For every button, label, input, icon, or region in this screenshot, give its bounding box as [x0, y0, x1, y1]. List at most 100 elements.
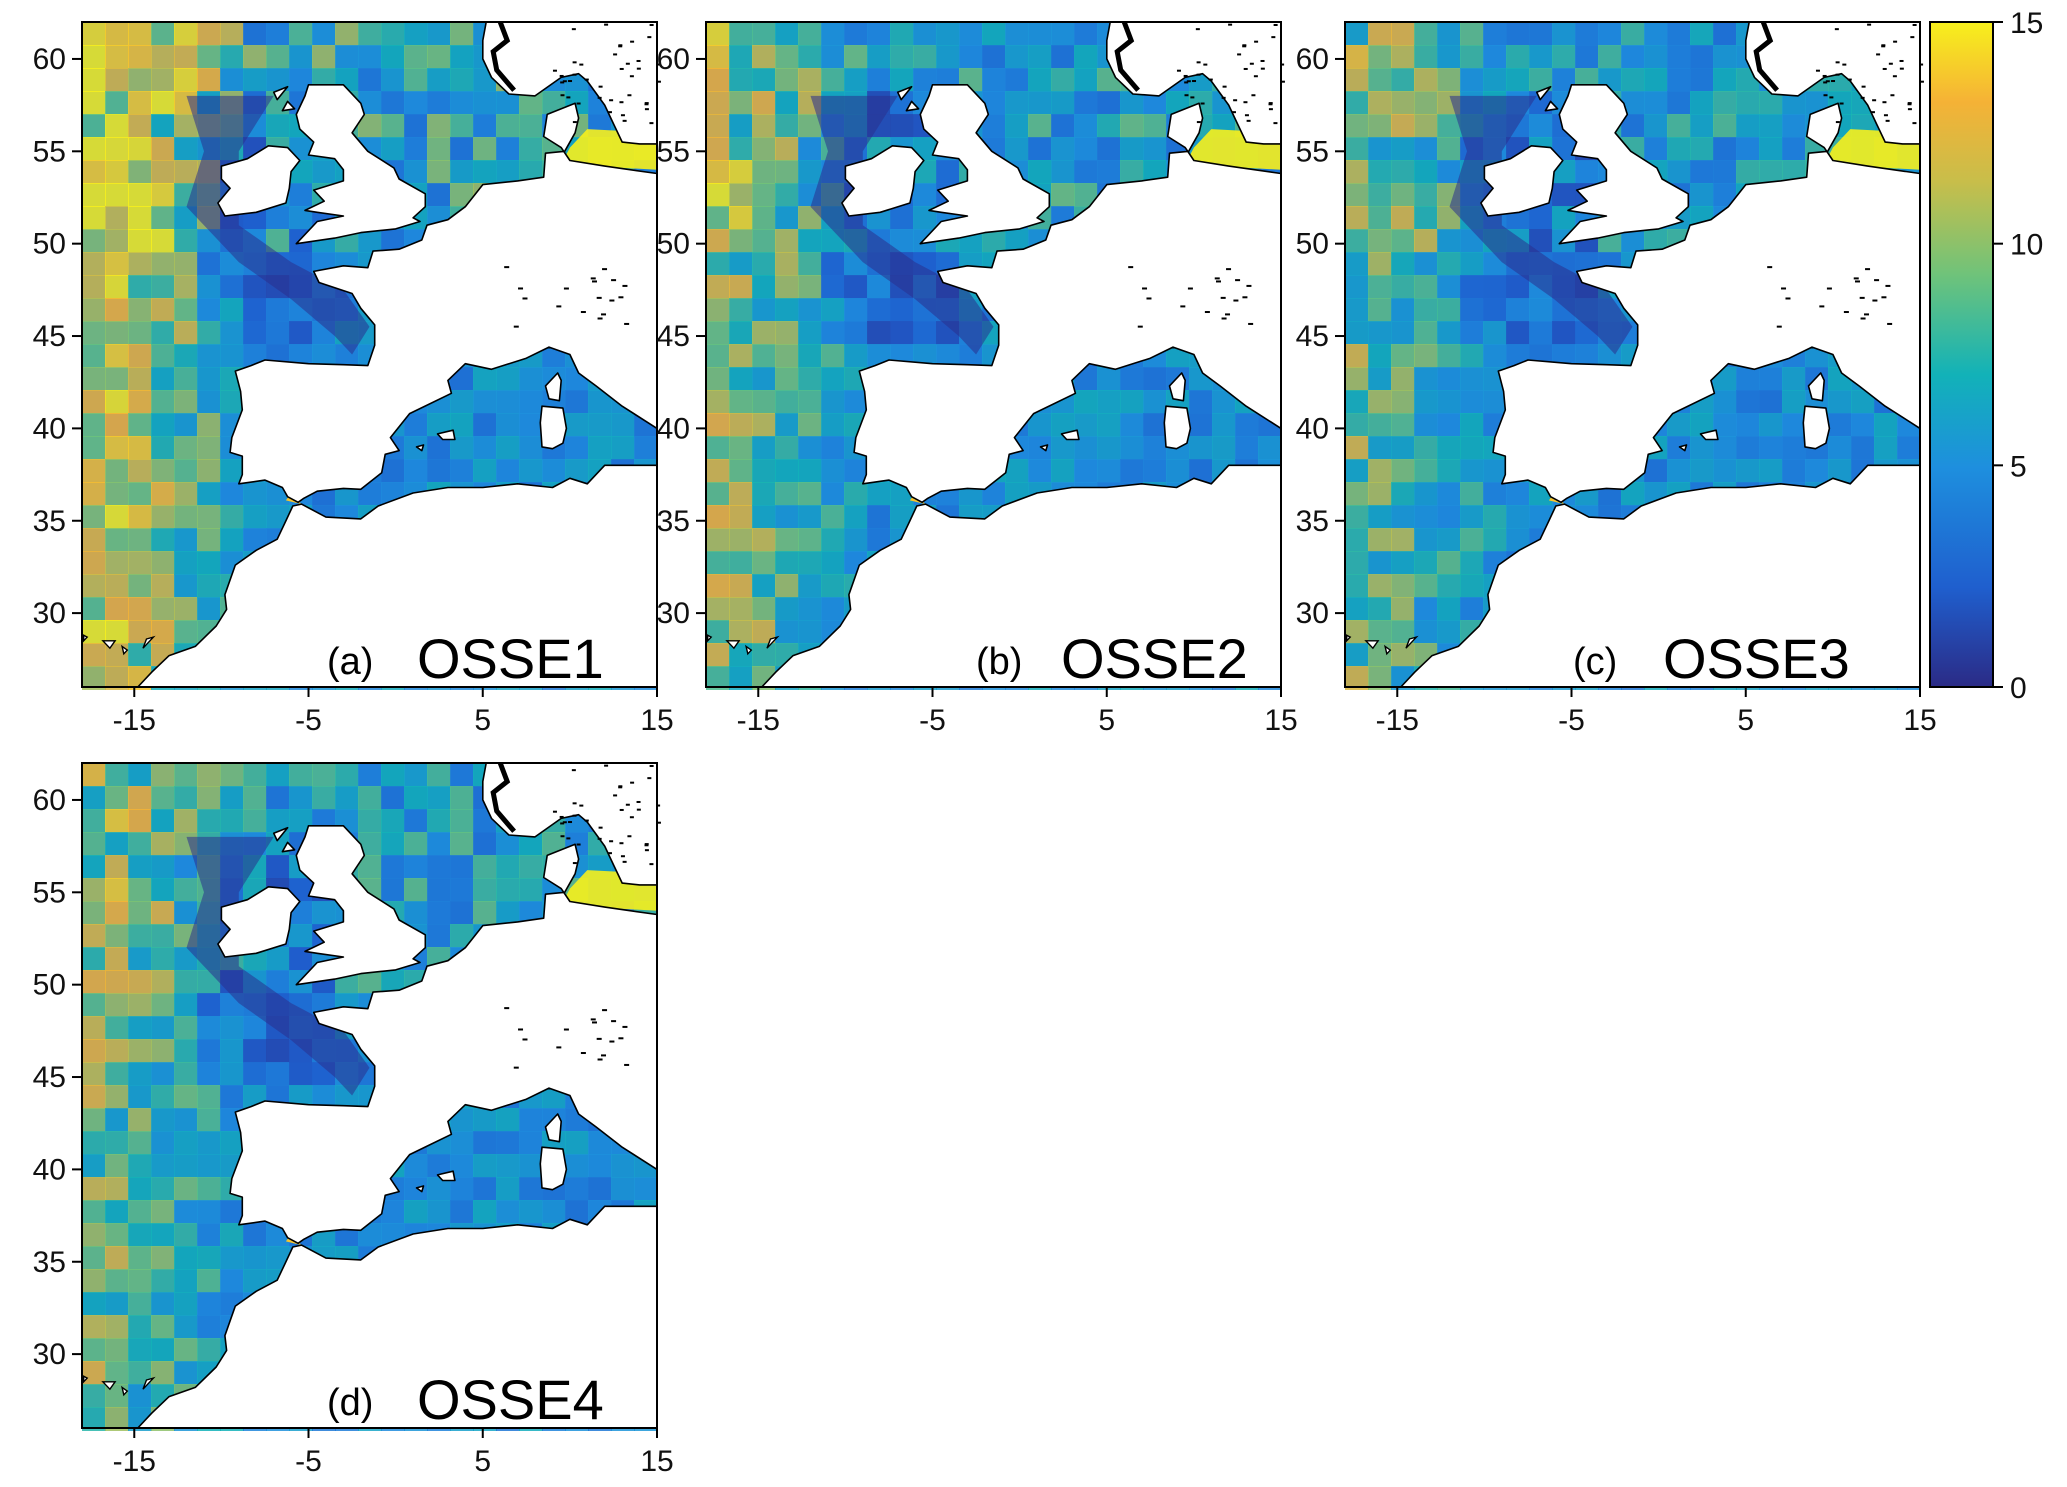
ocean-cell [82, 1108, 106, 1132]
lake-mark [1248, 322, 1254, 325]
ocean-cell [1368, 160, 1392, 184]
ocean-cell [128, 1154, 152, 1178]
lake-mark [624, 322, 630, 325]
ocean-cell [381, 114, 405, 138]
ocean-cell [1414, 551, 1438, 575]
land-britain [295, 84, 427, 245]
lake-mark [1254, 40, 1259, 43]
lake-mark [644, 103, 649, 106]
shelf-break-band [186, 95, 370, 355]
lake-mark [647, 777, 652, 780]
lake-mark [1235, 279, 1241, 282]
ocean-cell [1143, 114, 1167, 138]
ocean-cell [128, 947, 152, 971]
ocean-cell [519, 367, 543, 391]
ocean-cell [450, 809, 474, 833]
ocean-cell [1345, 160, 1369, 184]
land-canary-2 [1405, 635, 1419, 649]
ocean-cell [1028, 459, 1052, 483]
ocean-cell [174, 68, 198, 92]
lake-mark [1146, 297, 1152, 300]
ocean-cell [197, 459, 221, 483]
ocean-cell [1736, 367, 1760, 391]
ocean-cell [151, 1177, 175, 1201]
ocean-cell [706, 68, 730, 92]
ocean-cell [1028, 45, 1052, 69]
lake-mark [644, 849, 649, 852]
ocean-cell [611, 1154, 635, 1178]
ocean-cell [220, 68, 244, 92]
ocean-cell [197, 275, 221, 299]
ocean-cell [473, 1154, 497, 1178]
ocean-cell [151, 1223, 175, 1247]
ocean-cell [404, 901, 428, 925]
ocean-cell [243, 68, 267, 92]
ocean-cell [1414, 91, 1438, 115]
lake-mark [1819, 305, 1825, 308]
ocean-cell [1051, 137, 1075, 161]
land-continent [137, 762, 658, 1429]
ocean-cell [82, 620, 106, 644]
ocean-cell [519, 878, 543, 902]
ocean-cell [197, 1131, 221, 1155]
lake-mark [572, 61, 577, 64]
lake-mark [1251, 94, 1256, 97]
ocean-cell [1621, 45, 1645, 69]
ocean-cell [1460, 367, 1484, 391]
lake-mark [559, 815, 564, 818]
ocean-cell [752, 229, 776, 253]
ocean-cell [151, 344, 175, 368]
land-skye [281, 841, 296, 853]
ocean-cell [729, 160, 753, 184]
ocean-cell [151, 229, 175, 253]
ocean-cell [1097, 137, 1121, 161]
ocean-cell [427, 91, 451, 115]
ocean-cell [729, 206, 753, 230]
lake-mark [636, 59, 641, 62]
lake-mark [1870, 111, 1875, 114]
ocean-cell [1460, 22, 1484, 46]
ocean-cell [496, 1131, 520, 1155]
lake-mark [604, 23, 609, 26]
ocean-cell [1368, 137, 1392, 161]
lake-mark [560, 94, 565, 97]
ocean-cell [1874, 436, 1898, 460]
ocean-cell [266, 321, 290, 345]
ocean-cell [381, 459, 405, 483]
ocean-cell [1391, 183, 1415, 207]
ocean-cell [197, 1108, 221, 1132]
lake-mark [1184, 94, 1189, 97]
ocean-cell [496, 459, 520, 483]
ocean-cell [128, 993, 152, 1017]
ocean-cell [844, 68, 868, 92]
ocean-cell [151, 1131, 175, 1155]
ocean-cell [1345, 528, 1369, 552]
lake-mark [560, 81, 565, 84]
ocean-cell [128, 436, 152, 460]
y-tick-label: 50 [1296, 228, 1329, 261]
ocean-cell [1437, 68, 1461, 92]
lake-mark [619, 808, 624, 811]
ocean-cell [752, 597, 776, 621]
panel-d-x-ticks: -15 -5 5 15 [113, 1428, 674, 1478]
ocean-cell [174, 528, 198, 552]
ocean-cell [798, 298, 822, 322]
ocean-cell [1483, 22, 1507, 46]
x-tick-label: 15 [640, 1445, 673, 1478]
ocean-cell [821, 459, 845, 483]
ocean-cell [289, 183, 313, 207]
ocean-cell [496, 413, 520, 437]
ocean-cell [1345, 413, 1369, 437]
ocean-cell [775, 252, 799, 276]
ocean-cell [151, 482, 175, 506]
ocean-cell [220, 1246, 244, 1270]
ocean-cell [473, 160, 497, 184]
ocean-cell [220, 1269, 244, 1293]
ocean-cell [82, 1223, 106, 1247]
land-continent [137, 21, 658, 688]
ocean-cell [1506, 68, 1530, 92]
panel-c-frame [1344, 21, 1921, 688]
ocean-cell [729, 390, 753, 414]
ocean-cell [82, 275, 106, 299]
ocean-cell [821, 436, 845, 460]
